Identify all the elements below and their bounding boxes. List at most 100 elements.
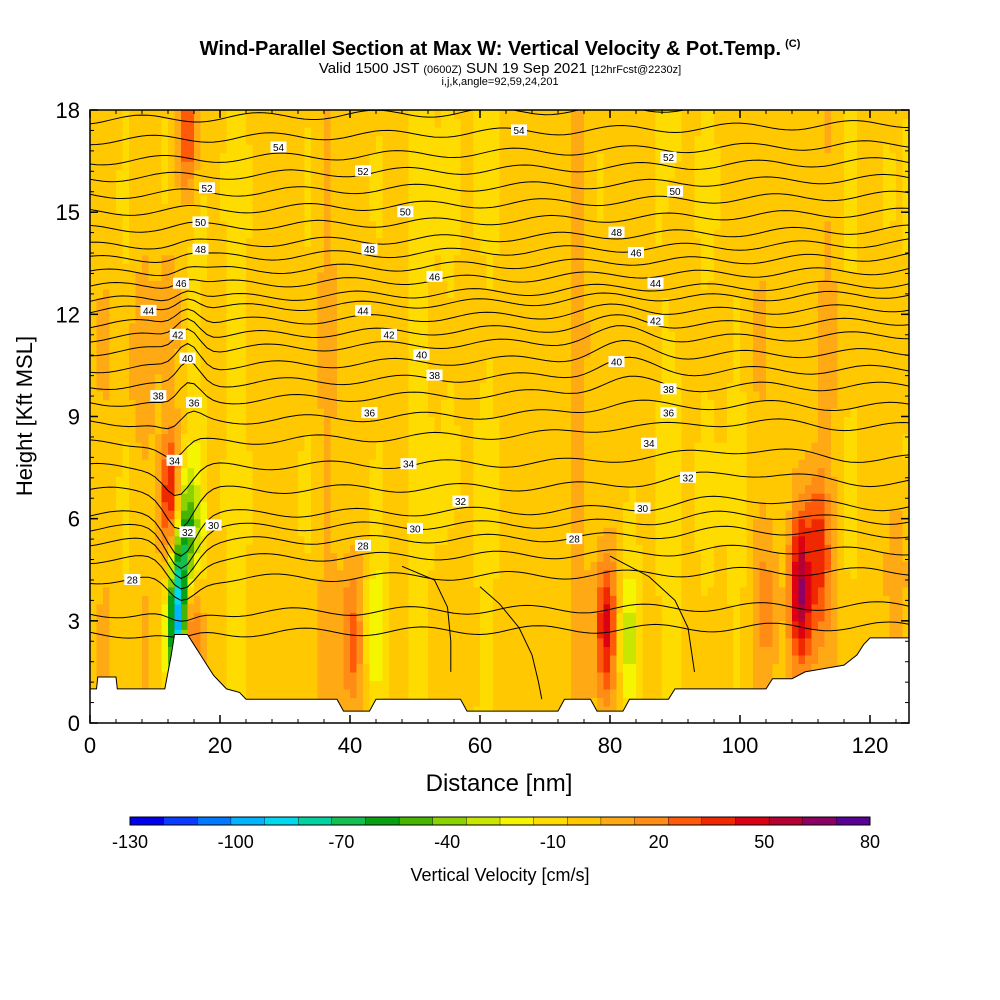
velocity-cell (499, 237, 507, 247)
velocity-cell (246, 501, 254, 511)
velocity-cell (285, 288, 293, 298)
velocity-cell (454, 288, 462, 298)
velocity-cell (428, 552, 436, 562)
velocity-cell (473, 288, 481, 298)
velocity-cell (239, 297, 247, 307)
velocity-cell (90, 331, 98, 341)
velocity-cell (421, 467, 429, 477)
velocity-cell (161, 416, 169, 426)
velocity-cell (109, 322, 117, 332)
velocity-cell (324, 612, 332, 622)
velocity-cell (142, 314, 150, 324)
velocity-cell (389, 297, 397, 307)
velocity-cell (96, 425, 104, 435)
velocity-cell (525, 493, 533, 503)
velocity-cell (291, 493, 299, 503)
velocity-cell (434, 663, 442, 673)
velocity-cell (239, 612, 247, 622)
velocity-cell (493, 373, 501, 383)
velocity-cell (363, 603, 371, 613)
velocity-cell (395, 493, 403, 503)
velocity-cell (259, 637, 267, 647)
velocity-cell (519, 671, 527, 681)
velocity-cell (382, 297, 390, 307)
velocity-cell (415, 178, 423, 188)
velocity-cell (252, 629, 260, 639)
velocity-cell (304, 654, 312, 664)
velocity-cell (174, 476, 182, 486)
velocity-cell (168, 561, 176, 571)
velocity-cell (408, 280, 416, 290)
velocity-cell (473, 569, 481, 579)
velocity-cell (311, 535, 319, 545)
velocity-cell (285, 161, 293, 171)
velocity-cell (447, 127, 455, 137)
velocity-cell (265, 595, 273, 605)
velocity-cell (512, 671, 520, 681)
velocity-cell (337, 527, 345, 537)
velocity-cell (337, 356, 345, 366)
velocity-cell (148, 373, 156, 383)
velocity-cell (207, 569, 215, 579)
velocity-cell (402, 493, 410, 503)
velocity-cell (246, 510, 254, 520)
velocity-cell (96, 348, 104, 358)
velocity-cell (135, 535, 143, 545)
velocity-cell (350, 382, 358, 392)
velocity-cell (246, 544, 254, 554)
velocity-cell (369, 212, 377, 222)
velocity-cell (233, 425, 241, 435)
velocity-cell (181, 144, 189, 154)
velocity-cell (161, 365, 169, 375)
velocity-cell (252, 152, 260, 162)
velocity-cell (135, 476, 143, 486)
velocity-cell (519, 484, 527, 494)
velocity-cell (330, 535, 338, 545)
velocity-cell (486, 178, 494, 188)
velocity-cell (343, 501, 351, 511)
velocity-cell (519, 348, 527, 358)
velocity-cell (155, 586, 163, 596)
velocity-cell (382, 186, 390, 196)
velocity-cell (252, 161, 260, 171)
velocity-cell (506, 365, 514, 375)
velocity-cell (272, 629, 280, 639)
velocity-cell (122, 408, 130, 418)
velocity-cell (103, 603, 111, 613)
velocity-cell (194, 127, 202, 137)
velocity-cell (512, 356, 520, 366)
velocity-cell (135, 203, 143, 213)
velocity-cell (90, 408, 98, 418)
velocity-cell (382, 603, 390, 613)
velocity-cell (337, 467, 345, 477)
velocity-cell (174, 195, 182, 205)
velocity-cell (194, 561, 202, 571)
velocity-cell (499, 314, 507, 324)
velocity-cell (252, 195, 260, 205)
velocity-cell (473, 527, 481, 537)
velocity-cell (519, 118, 527, 128)
velocity-cell (467, 416, 475, 426)
velocity-cell (168, 620, 176, 630)
velocity-cell (161, 314, 169, 324)
velocity-cell (363, 586, 371, 596)
velocity-cell (486, 671, 494, 681)
velocity-cell (272, 535, 280, 545)
velocity-cell (486, 297, 494, 307)
velocity-cell (389, 586, 397, 596)
velocity-cell (291, 552, 299, 562)
velocity-cell (441, 382, 449, 392)
velocity-cell (291, 229, 299, 239)
velocity-cell (532, 544, 540, 554)
velocity-cell (168, 373, 176, 383)
velocity-cell (395, 339, 403, 349)
velocity-cell (272, 305, 280, 315)
velocity-cell (343, 127, 351, 137)
velocity-cell (389, 484, 397, 494)
velocity-cell (187, 339, 195, 349)
velocity-cell (155, 544, 163, 554)
velocity-cell (317, 527, 325, 537)
velocity-cell (181, 544, 189, 554)
velocity-cell (447, 195, 455, 205)
velocity-cell (356, 459, 364, 469)
